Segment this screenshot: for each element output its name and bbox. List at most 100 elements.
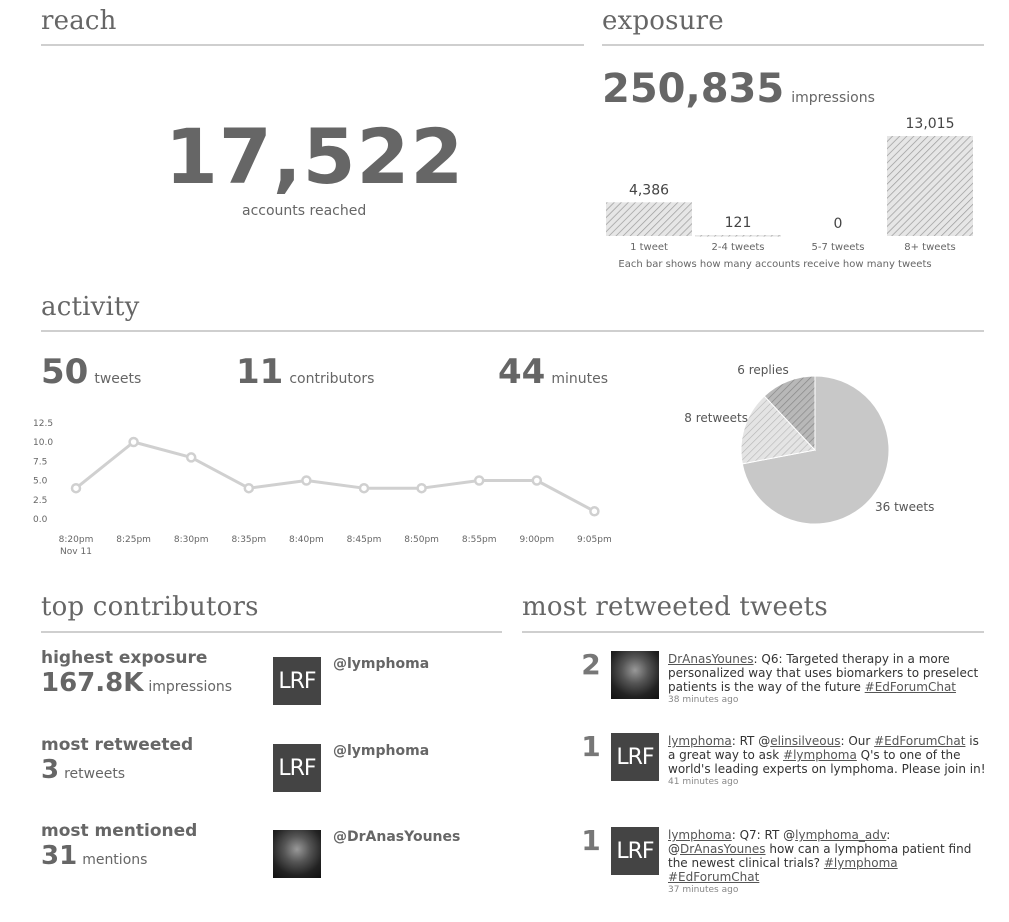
exposure-caption: Each bar shows how many accounts receive… [618,259,931,270]
retweet-rank: 1 [581,730,601,763]
x-tick-label: 8:20pm [59,535,94,545]
retweet-rank: 1 [581,824,601,857]
minutes-unit: minutes [551,371,608,387]
tweets-count: 50 [41,352,89,392]
tweet-link[interactable]: DrAnasYounes [680,842,766,856]
impressions-count: 250,835 [602,66,785,112]
contributor-avatar[interactable]: LRF [273,657,321,705]
reach-label: accounts reached [242,203,367,219]
tweet-text-fragment: Q's to one of the world's leading expert… [668,748,986,776]
y-tick-label: 5.0 [33,477,48,487]
data-point [70,482,82,494]
tweet-avatar[interactable]: LRF [611,733,659,781]
activity-line [75,440,596,513]
tweet-text-fragment: : Q7: RT @ [731,828,796,842]
y-tick-label: 7.5 [33,457,47,467]
tweet-text: lymphoma: RT @elinsilveous: Our #EdForum… [668,734,988,776]
pie-slice-label: 36 tweets [875,500,934,514]
tweet-link[interactable]: #lymphoma [783,748,857,762]
contributor-avatar[interactable]: LRF [273,744,321,792]
contributor-card: highest exposure 167.8K impressions LRF @lym… [41,648,501,728]
data-point [243,482,255,494]
contributor-card: most retweeted 3 retweets LRF @lymphoma [41,735,501,815]
pie-slice [740,395,816,465]
data-point [301,475,312,486]
tweet-text-fragment: : RT @ [731,734,771,748]
activity-line-chart: 12.5 10.0 7.5 5.0 2.5 0.0 8:20pm 8:25pm 8:30pm 8:… [33,419,612,557]
tweet-link[interactable]: #EdForumChat [668,870,760,884]
minutes-count: 44 [498,352,546,392]
x-tick-label: 8:25pm [116,535,151,545]
exposure-bar [606,202,692,236]
tweet-link[interactable]: lymphoma_adv [795,828,887,842]
contributor-metric-label: most retweeted [41,735,194,755]
exposure-rule [602,44,984,46]
pie-slice [763,375,816,452]
contributor-avatar[interactable] [273,830,321,878]
top-contributors-title: top contributors [41,592,259,622]
bar-value-label: 13,015 [906,116,955,132]
reach-title: reach [41,6,117,36]
pie-slice-label: 6 replies [737,363,788,377]
y-tick-label: 2.5 [33,496,47,506]
bar-category-label: 1 tweet [630,242,668,253]
contributor-handle[interactable]: @lymphoma [333,743,430,759]
activity-rule [41,330,984,332]
bar-value-label: 4,386 [629,182,669,198]
exposure-summary: 250,835 impressions [602,66,875,112]
bar-value-label: 121 [725,215,752,231]
contributors-stat: 11 contributors [236,352,374,392]
reach-rule [41,44,584,46]
reach-count: 17,522 [165,112,465,201]
contributor-metric-label: highest exposure [41,648,208,668]
contributor-metric-value: 31 [41,841,78,871]
profile-photo-avatar [273,830,321,878]
lrf-logo-avatar: LRF [273,657,321,705]
tweet-text: lymphoma: Q7: RT @lymphoma_adv: @DrAnasY… [668,828,988,884]
y-tick-label: 0.0 [33,515,48,525]
tweet-avatar[interactable] [611,651,659,699]
data-point [473,475,485,486]
tweet-link[interactable]: elinsilveous [770,734,841,748]
contributors-unit: contributors [289,371,375,387]
x-tick-label: 8:35pm [231,535,266,545]
impressions-unit: impressions [791,90,875,106]
tweet-link[interactable]: lymphoma [668,734,732,748]
x-axis-date-label: Nov 11 [60,547,92,557]
tweet-text-fragment: : Our [840,734,875,748]
contributor-handle[interactable]: @lymphoma [333,656,430,672]
tweet-link[interactable]: #EdForumChat [864,680,957,694]
x-tick-label: 9:05pm [577,535,612,545]
contributor-metric-unit: retweets [64,766,126,782]
exposure-bar [695,235,781,237]
most-retweeted-rule [522,631,984,633]
minutes-stat: 44 minutes [498,352,608,392]
x-tick-label: 8:40pm [289,535,324,545]
contributor-metric-unit: mentions [82,852,148,868]
y-tick-label: 10.0 [33,438,53,448]
tweet-link[interactable]: #EdForumChat [874,734,966,748]
activity-title: activity [41,292,140,322]
x-tick-label: 9:00pm [519,535,554,545]
tweet-timestamp: 38 minutes ago [668,695,739,705]
tweet-link[interactable]: DrAnasYounes [668,652,754,666]
x-tick-label: 8:30pm [174,535,209,545]
tweets-unit: tweets [94,371,142,387]
data-point [416,482,427,494]
tweet-link[interactable]: #lymphoma [823,856,898,870]
tweet-timestamp: 37 minutes ago [668,885,739,895]
top-contributors-rule [41,631,502,633]
contributors-count: 11 [236,352,284,392]
tweet-text: DrAnasYounes: Q6: Targeted therapy in a … [668,652,988,694]
tweet-text-fragment: : Q6: Targeted therapy in a more persona… [668,652,979,694]
tweet-link[interactable]: lymphoma [668,828,732,842]
tweet-avatar[interactable]: LRF [611,827,659,875]
contributor-metric-value: 167.8K [41,668,144,698]
retweet-rank: 2 [581,648,601,681]
data-point [531,475,543,486]
contributor-metric-unit: impressions [148,679,233,695]
tweet-text-fragment: : @ [668,828,891,856]
pie-slice-label: 8 retweets [684,411,748,425]
x-tick-label: 8:45pm [347,535,382,545]
contributor-handle[interactable]: @DrAnasYounes [333,829,461,845]
